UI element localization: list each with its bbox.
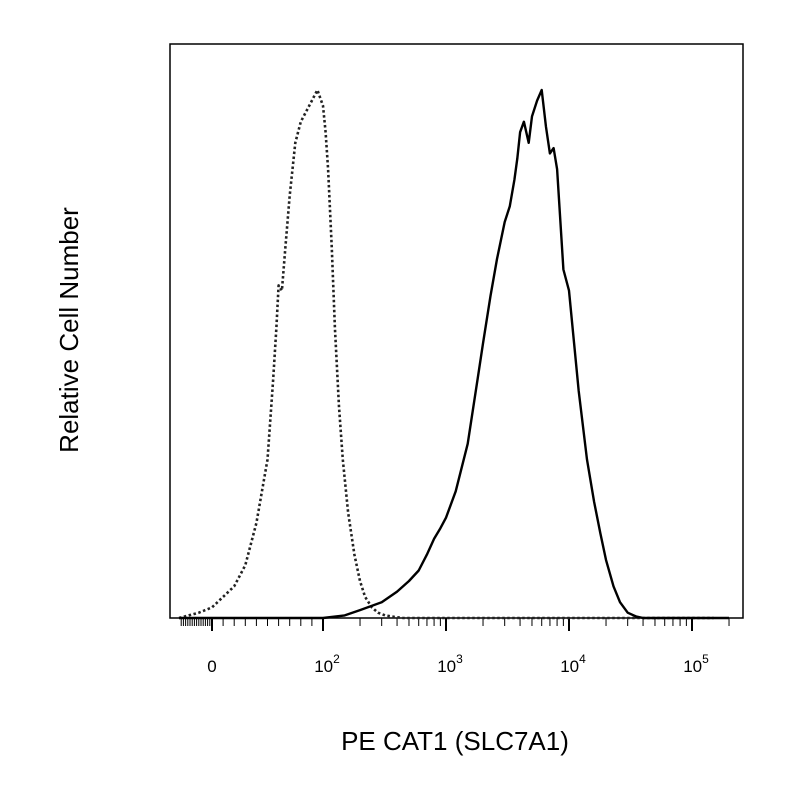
x-tick-label: 104 (560, 652, 586, 676)
x-tick-label: 105 (683, 652, 709, 676)
y-axis-title: Relative Cell Number (54, 207, 84, 453)
x-major-ticks (211, 618, 693, 631)
x-axis-title: PE CAT1 (SLC7A1) (341, 726, 569, 756)
x-tick-labels: 0 102 103 104 105 (207, 652, 709, 676)
series-line-dotted (178, 88, 714, 620)
plot-frame (169, 43, 744, 619)
series-layer (178, 88, 729, 620)
series-line-solid (179, 88, 729, 620)
x-tick-label: 103 (437, 652, 463, 676)
x-tick-label: 0 (207, 657, 216, 676)
x-tick-label: 102 (314, 652, 340, 676)
x-minor-ticks (180, 618, 730, 626)
